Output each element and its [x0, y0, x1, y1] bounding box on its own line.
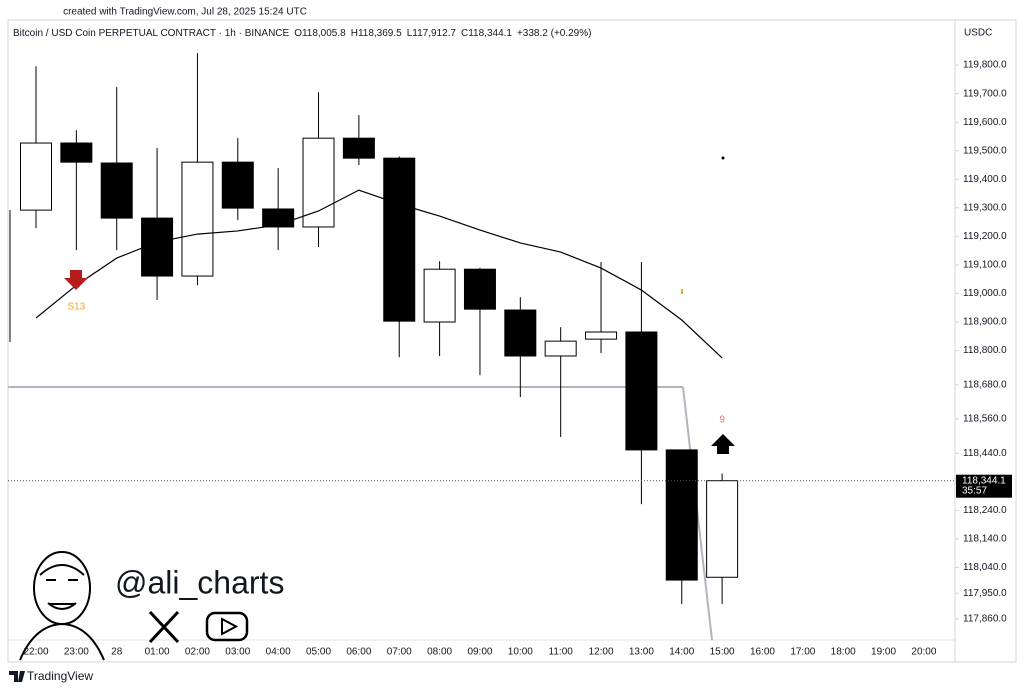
x-tick-label: 23:00 [64, 647, 89, 658]
x-tick-label: 14:00 [669, 647, 694, 658]
y-tick-label: 118,240.0 [963, 505, 1007, 516]
x-tick-label: 19:00 [871, 647, 896, 658]
y-tick-label: 118,140.0 [963, 534, 1007, 545]
handle: @ali_charts [115, 564, 284, 600]
candle-body [60, 142, 93, 163]
candle-body [665, 449, 698, 581]
y-tick-label: 118,560.0 [963, 414, 1007, 425]
frame [7, 19, 1017, 663]
moving-average [35, 189, 723, 359]
shoulders [19, 622, 105, 661]
x-icon [148, 610, 180, 644]
x-tick-label: 15:00 [710, 647, 735, 658]
ohlc: L117,912.7 [407, 28, 457, 39]
play-icon [221, 617, 239, 636]
candle-body [504, 309, 537, 357]
x-tick-label: 09:00 [467, 647, 492, 658]
y-tick-label: 118,680.0 [963, 379, 1007, 390]
y-tick-label: 119,000.0 [963, 288, 1007, 299]
y-tick-label: 117,950.0 [963, 588, 1007, 599]
face-lines [39, 564, 85, 610]
logo [9, 671, 25, 682]
symbol-line: Bitcoin / USD Coin PERPETUAL CONTRACT · … [13, 28, 591, 39]
candle-body [706, 480, 739, 578]
candle-body [100, 162, 133, 219]
x-tick-label: 08:00 [427, 647, 452, 658]
mark [681, 289, 683, 294]
x-tick-label: 02:00 [185, 647, 210, 658]
y-tick-label: 119,600.0 [963, 117, 1007, 128]
face [33, 551, 91, 625]
x-tick-label: 10:00 [508, 647, 533, 658]
y-tick-label: 119,500.0 [963, 145, 1007, 156]
ohlc: H118,369.5 [351, 28, 402, 39]
candle-body [181, 161, 214, 277]
candle-body [342, 137, 375, 159]
x-tick-label: 07:00 [387, 647, 412, 658]
brand: TradingView [27, 669, 93, 683]
x-tick-label: 03:00 [225, 647, 250, 658]
x-tick-label: 22:00 [23, 647, 48, 658]
last-price-label: 118,344.1 [962, 475, 1006, 486]
candle-body [221, 161, 254, 209]
candle-body [302, 137, 335, 228]
y-tick-label: 119,800.0 [963, 60, 1007, 71]
x-tick-label: 11:00 [549, 647, 574, 658]
y-tick-label: 118,440.0 [963, 448, 1007, 459]
candle-body [383, 157, 416, 322]
symbol: Bitcoin / USD Coin PERPETUAL CONTRACT · … [13, 28, 290, 39]
y-tick-label: 119,700.0 [963, 88, 1007, 99]
x-tick-label: 12:00 [589, 647, 614, 658]
created-note: created with TradingView.com, Jul 28, 20… [63, 7, 307, 18]
y-tick-label: 119,100.0 [963, 260, 1007, 271]
buy-arrow [711, 434, 735, 454]
x-tick-label: 17:00 [790, 647, 815, 658]
y-tick-label: 119,400.0 [963, 174, 1007, 185]
candle-body [625, 331, 658, 451]
ohlc: +338.2 (+0.29%) [517, 28, 592, 39]
y-tick-label: 118,040.0 [963, 562, 1007, 573]
x-tick-label: 01:00 [145, 647, 170, 658]
x-tick-label: 04:00 [266, 647, 291, 658]
countdown: 35:57 [962, 485, 987, 496]
watermark: @ali_charts [19, 551, 284, 661]
ohlc: O118,005.8 [294, 28, 346, 39]
candle-body [544, 340, 577, 357]
ohlc: C118,344.1 [461, 28, 512, 39]
currency: USDC [964, 28, 992, 39]
candle-body [20, 142, 52, 211]
y-tick-label: 117,860.0 [963, 614, 1007, 625]
candle-body [463, 268, 496, 310]
x-tick-label: 18:00 [831, 647, 856, 658]
y-tick-label: 118,800.0 [963, 345, 1007, 356]
annotation: 9 [719, 415, 725, 426]
x-tick-label: 20:00 [911, 647, 936, 658]
candle-body [141, 217, 174, 277]
plot: 119,800.0 119,700.0 119,600.0 119,500.0 119,… [8, 53, 1007, 658]
x-tick-label: 06:00 [346, 647, 371, 658]
candle-body [423, 268, 456, 323]
candle-body [262, 208, 295, 228]
last-price-box [956, 474, 1012, 498]
x-tick-label: 16:00 [750, 647, 775, 658]
x-tick-label: 05:00 [306, 647, 331, 658]
x-tick-label: 13:00 [629, 647, 654, 658]
youtube-icon [205, 611, 249, 642]
y-tick-label: 119,200.0 [963, 231, 1007, 242]
y-tick-label: 118,900.0 [963, 317, 1007, 328]
x-tick-label: 28 [111, 647, 123, 658]
candle-body [585, 331, 618, 340]
dot [721, 156, 725, 160]
y-tick-label: 119,300.0 [963, 202, 1007, 213]
sell-arrow [64, 270, 88, 290]
annotation: S13 [67, 302, 85, 313]
